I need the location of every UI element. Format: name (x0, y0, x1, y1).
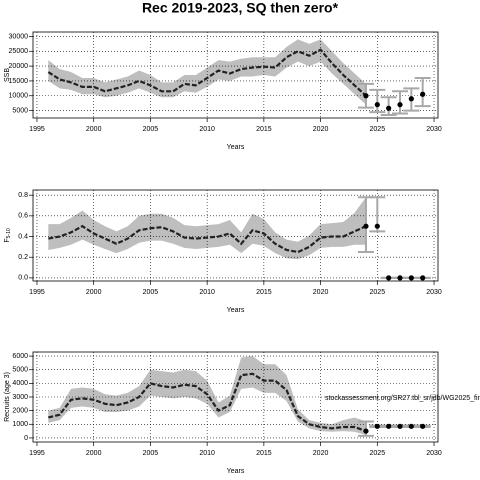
y-tick-label: 5000 (12, 367, 28, 374)
x-tick-label: 2020 (313, 289, 329, 296)
x-tick-label: 2030 (426, 289, 442, 296)
plot-frame (32, 351, 439, 443)
y-axis-label: F5-10 (4, 228, 12, 243)
x-tick-label: 1995 (29, 289, 45, 296)
y-tick-label: 0.4 (18, 233, 28, 240)
confidence-band (48, 197, 366, 260)
y-tick-label: 0.0 (18, 275, 28, 282)
projection-point (374, 423, 380, 429)
estimate-line (48, 372, 367, 433)
projection-point (386, 105, 392, 111)
projection-point (420, 275, 426, 281)
x-tick-label: 1995 (29, 126, 45, 133)
projection-point (397, 102, 403, 108)
x-tick-label: 1995 (29, 450, 45, 457)
y-tick-label: 30000 (9, 33, 29, 40)
x-tick-label: 2000 (86, 450, 102, 457)
y-tick-label: 0.8 (18, 192, 28, 199)
projection-point (397, 275, 403, 281)
y-tick-label: 0.6 (18, 213, 28, 220)
x-tick-label: 2005 (143, 126, 159, 133)
x-tick-label: 2030 (426, 450, 442, 457)
y-tick-label: 0.2 (18, 254, 28, 261)
y-tick-label: 5000 (12, 107, 28, 114)
y-tick-label: 2000 (12, 407, 28, 414)
figure-title: Rec 2019-2023, SQ then zero* (142, 0, 339, 16)
x-tick-label: 2010 (199, 289, 215, 296)
x-tick-label: 2015 (256, 450, 272, 457)
annotation: stockassessment.org/SR27.tbl_sr/jdb/WG20… (325, 395, 480, 402)
y-axis-label-main: SSB (4, 68, 11, 82)
projection-point (420, 423, 426, 429)
x-tick-label: 2005 (143, 450, 159, 457)
y-tick-label: 3000 (12, 394, 28, 401)
projection-point (408, 275, 414, 281)
x-tick-label: 2010 (199, 450, 215, 457)
y-axis-label-main: F (4, 238, 11, 242)
x-tick-label: 2025 (370, 450, 386, 457)
x-axis-label: Years (227, 307, 245, 314)
x-axis-label: Years (227, 144, 245, 151)
projection-point (363, 223, 369, 229)
y-axis-label: SSB (4, 68, 11, 82)
y-tick-label: 6000 (12, 353, 28, 360)
x-tick-label: 2010 (199, 126, 215, 133)
projection-point (374, 102, 380, 108)
plot-frame (32, 31, 439, 119)
x-tick-label: 2025 (370, 289, 386, 296)
y-axis-label-main: Recruits (age 3) (4, 372, 11, 422)
plot-frame (32, 189, 439, 282)
projection-point (408, 423, 414, 429)
y-tick-label: 10000 (9, 93, 29, 100)
y-tick-label: 4000 (12, 380, 28, 387)
x-tick-label: 2030 (426, 126, 442, 133)
x-tick-label: 2015 (256, 289, 272, 296)
confidence-band (48, 39, 366, 105)
estimate-line (48, 224, 367, 254)
y-axis-label: Recruits (age 3) (4, 372, 11, 422)
error-bar (369, 88, 386, 114)
x-tick-label: 2020 (313, 450, 329, 457)
projection-point (408, 96, 414, 102)
y-tick-label: 15000 (9, 78, 29, 85)
projection-point (363, 93, 369, 99)
x-tick-label: 2000 (86, 289, 102, 296)
x-axis-label: Years (227, 468, 245, 475)
y-tick-label: 1000 (12, 421, 28, 428)
y-tick-label: 25000 (9, 48, 29, 55)
estimate-line (47, 48, 367, 97)
confidence-band (48, 356, 366, 436)
y-axis-label-subscript: 5-10 (6, 228, 12, 238)
y-tick-label: 20000 (9, 63, 29, 70)
x-tick-label: 2005 (143, 289, 159, 296)
projection-point (386, 275, 392, 281)
projection-point (397, 423, 403, 429)
projection-point (386, 423, 392, 429)
x-tick-label: 2015 (256, 126, 272, 133)
projection-point (420, 91, 426, 97)
x-tick-label: 2020 (313, 126, 329, 133)
projection-point (363, 428, 369, 434)
x-tick-label: 2000 (86, 126, 102, 133)
projection-point (374, 223, 380, 229)
y-tick-label: 0 (24, 435, 28, 442)
x-tick-label: 2025 (370, 126, 386, 133)
